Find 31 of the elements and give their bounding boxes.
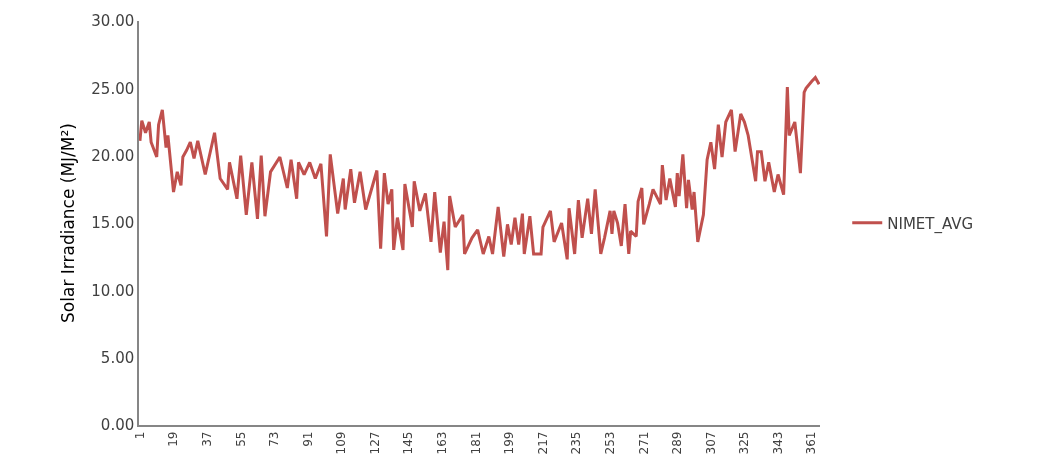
x-tick-label: 19 [166, 431, 181, 447]
x-tick-label: 145 [401, 431, 416, 455]
y-tick-label: 10.00 [91, 281, 135, 300]
x-tick-label: 109 [334, 431, 349, 455]
x-tick-label: 253 [603, 431, 617, 455]
x-tick-label: 343 [770, 431, 785, 455]
y-tick-label: 20.00 [91, 146, 135, 165]
x-tick-label: 1 [132, 431, 147, 440]
x-tick-label: 55 [233, 431, 248, 447]
x-tick-label: 37 [200, 431, 214, 447]
x-tick-label: 199 [502, 431, 517, 455]
y-tick-label: 30.00 [91, 12, 135, 31]
y-tick-label: 25.00 [91, 79, 135, 98]
x-tick-label: 91 [300, 431, 315, 447]
x-tick-label: 271 [636, 431, 651, 455]
x-tick-label: 163 [435, 431, 450, 455]
y-axis-title: Solar Irradiance (MJ/M²) [58, 123, 79, 323]
x-tick-label: 217 [535, 431, 550, 455]
x-tick-label: 127 [367, 431, 382, 455]
x-tick-label: 289 [670, 431, 685, 455]
x-tick-label: 307 [703, 431, 718, 455]
x-tick-label: 73 [267, 431, 282, 447]
y-tick-label: 0.00 [100, 416, 135, 435]
x-tick-label: 181 [468, 431, 483, 455]
x-tick-label: 325 [737, 431, 752, 455]
legend-label: NIMET_AVG [887, 214, 974, 234]
x-tick-label: 361 [804, 431, 819, 455]
line-series [139, 76, 820, 272]
y-tick-label: 5.00 [100, 348, 135, 367]
x-tick-label: 235 [569, 431, 584, 455]
y-tick-label: 15.00 [91, 214, 135, 233]
